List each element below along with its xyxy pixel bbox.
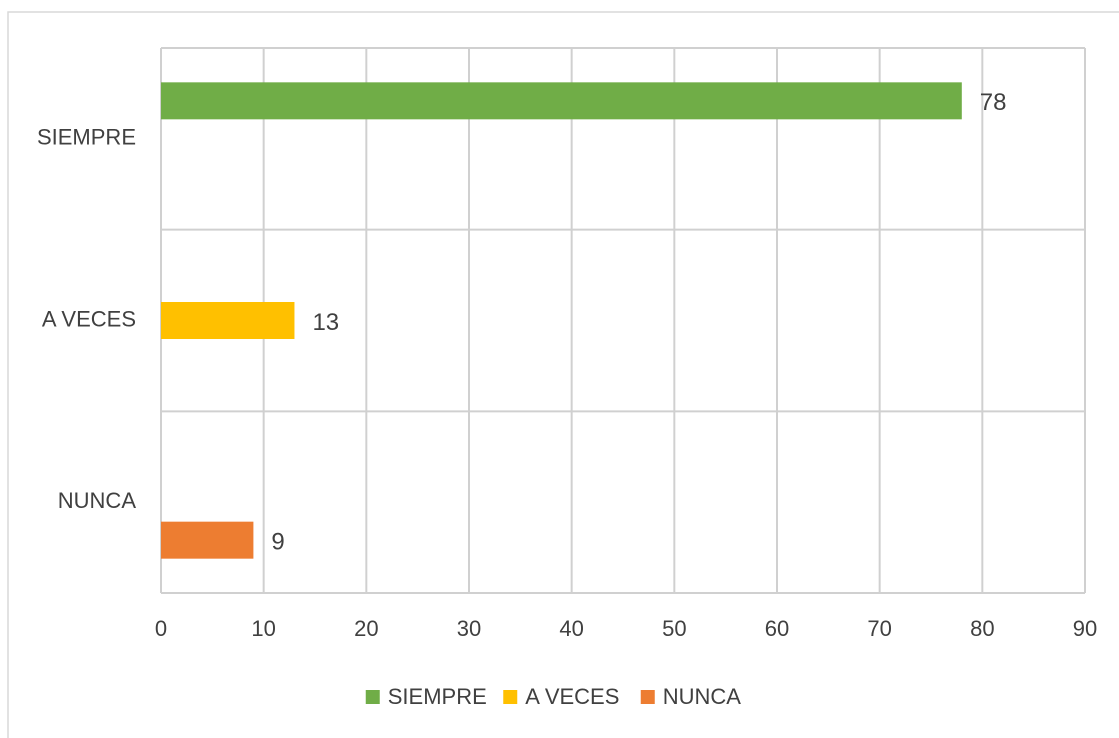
x-tick-label: 10 xyxy=(251,616,275,641)
x-tick-label: 80 xyxy=(970,616,994,641)
legend-swatch xyxy=(365,690,380,704)
legend-label: SIEMPRE xyxy=(388,684,487,709)
bar xyxy=(161,82,962,120)
x-tick-label: 70 xyxy=(867,616,891,641)
x-tick-label: 30 xyxy=(457,616,481,641)
y-tick-label: A VECES xyxy=(42,306,136,331)
x-tick-label: 90 xyxy=(1073,616,1097,641)
data-label: 9 xyxy=(271,529,284,556)
legend-swatch xyxy=(503,690,518,704)
x-tick-label: 40 xyxy=(559,616,583,641)
x-tick-label: 20 xyxy=(354,616,378,641)
y-tick-label: NUNCA xyxy=(58,488,137,513)
bar xyxy=(161,302,295,339)
data-label: 78 xyxy=(980,89,1007,116)
bar xyxy=(161,521,254,559)
legend-swatch xyxy=(640,690,655,704)
legend-label: NUNCA xyxy=(663,684,742,709)
y-tick-label: SIEMPRE xyxy=(37,125,136,150)
x-tick-label: 60 xyxy=(765,616,789,641)
x-tick-label: 50 xyxy=(662,616,686,641)
chart-border xyxy=(7,11,1119,738)
x-tick-label: 0 xyxy=(155,616,167,641)
legend-label: A VECES xyxy=(525,684,619,709)
data-label: 13 xyxy=(312,309,339,336)
